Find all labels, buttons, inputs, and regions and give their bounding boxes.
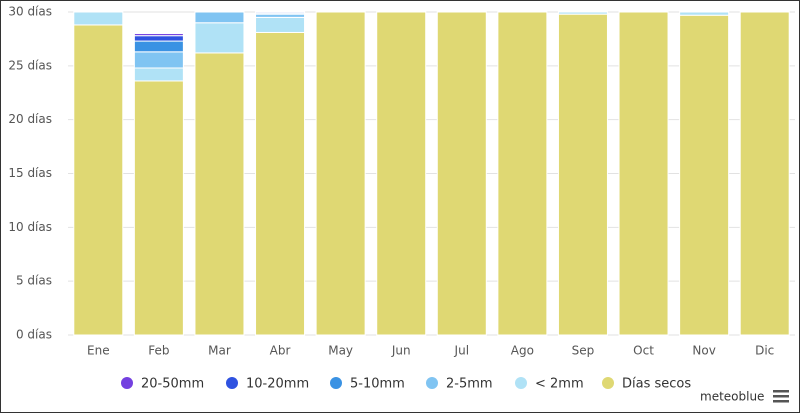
bar-segment	[194, 52, 245, 336]
bar-segment	[739, 11, 790, 336]
bar-segment	[679, 14, 730, 336]
bar-segment	[255, 16, 306, 33]
legend-marker	[226, 377, 238, 389]
x-tick-label: Abr	[270, 344, 291, 358]
x-tick-label: Jun	[391, 344, 411, 358]
y-tick-label: 15 días	[8, 166, 52, 180]
y-tick-label: 10 días	[8, 220, 52, 234]
bar-segment	[194, 22, 245, 54]
legend-label: 2-5mm	[446, 377, 493, 392]
bar-segment	[618, 11, 669, 336]
legend-marker	[602, 377, 614, 389]
x-tick-label: Nov	[692, 344, 715, 358]
legend-marker	[515, 377, 527, 389]
y-tick-label: 25 días	[8, 58, 52, 72]
credit: meteoblue	[700, 390, 764, 404]
bar-segment	[194, 11, 245, 24]
bar-segment	[255, 11, 306, 14]
bars	[73, 11, 790, 336]
x-tick-label: Jul	[454, 344, 469, 358]
labels: 0 días 5 días 10 días 15 días 20 días 25 días…	[8, 5, 774, 392]
bar-segment	[133, 67, 184, 82]
bar-segment	[557, 11, 608, 15]
legend-label: < 2mm	[535, 377, 584, 392]
bar-segment	[73, 11, 124, 26]
y-tick-label: 20 días	[8, 112, 52, 126]
bar-segment	[73, 24, 124, 336]
bar-segment	[133, 33, 184, 37]
x-tick-label: May	[328, 344, 353, 358]
bar-segment	[133, 40, 184, 53]
bar-segment	[557, 13, 608, 336]
x-tick-label: Dic	[755, 344, 774, 358]
grid	[68, 11, 795, 336]
bar-segment	[315, 11, 366, 336]
legend-marker	[121, 377, 133, 389]
bar-segment	[133, 51, 184, 69]
x-tick-label: Sep	[572, 344, 595, 358]
bar-segment	[255, 31, 306, 336]
menu-icon[interactable]	[773, 390, 789, 403]
legend-label: Días secos	[622, 377, 691, 392]
x-tick-label: Mar	[208, 344, 231, 358]
x-tick-label: Ago	[511, 344, 534, 358]
x-tick-label: Ene	[87, 344, 110, 358]
bar-segment	[133, 35, 184, 42]
bar-segment	[497, 11, 548, 336]
bar-segment	[679, 11, 730, 16]
x-tick-label: Oct	[633, 344, 654, 358]
bar-segment	[133, 80, 184, 336]
legend-label: 5-10mm	[350, 377, 405, 392]
y-tick-label: 30 días	[8, 5, 52, 19]
legend-label: 20-50mm	[141, 377, 204, 392]
bar-segment	[376, 11, 427, 336]
legend-marker	[330, 377, 342, 389]
legend-marker	[426, 377, 438, 389]
x-tick-label: Feb	[148, 344, 169, 358]
y-tick-label: 0 días	[16, 328, 52, 342]
y-tick-label: 5 días	[16, 274, 52, 288]
legend-label: 10-20mm	[246, 377, 309, 392]
bar-segment	[436, 11, 487, 336]
